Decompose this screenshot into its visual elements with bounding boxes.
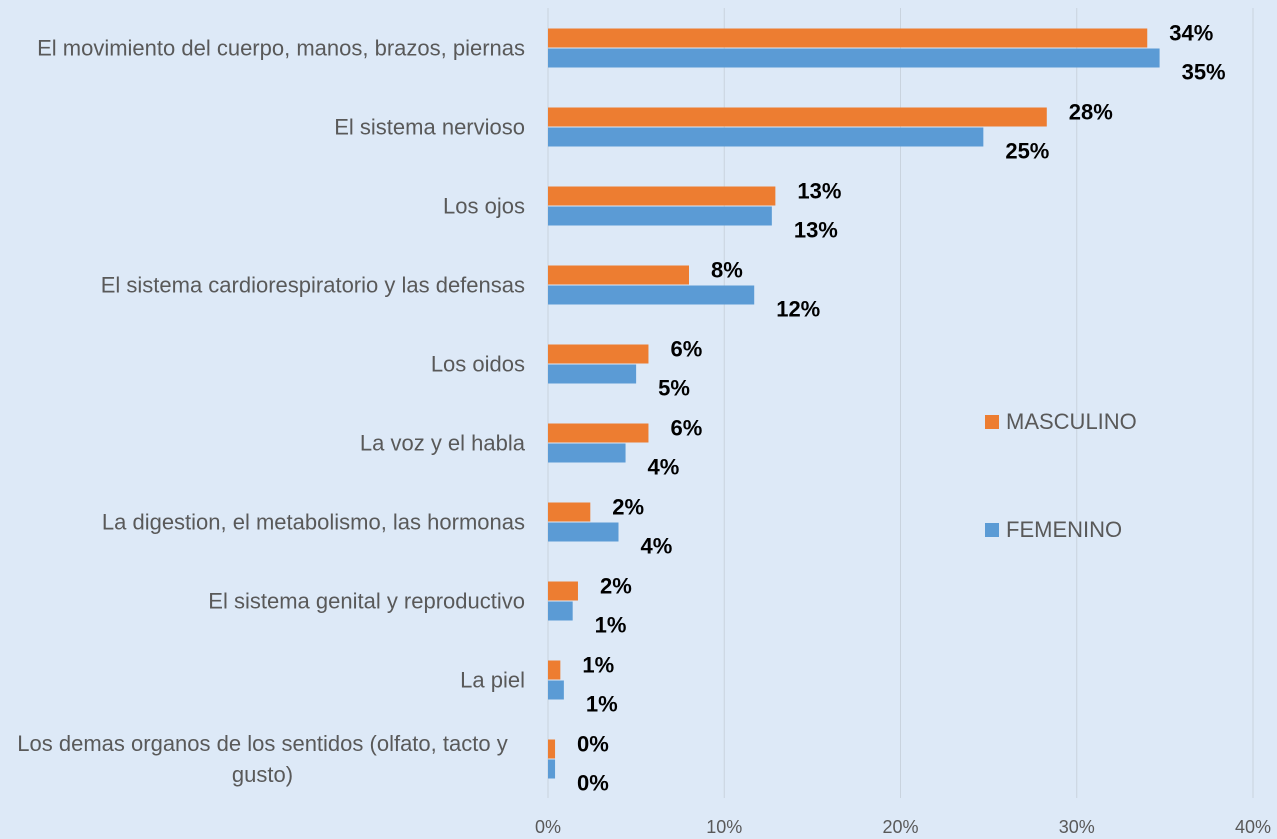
data-label: 4%: [648, 454, 680, 479]
category-label-box: La voz y el habla: [360, 427, 525, 458]
bar: [548, 48, 1160, 68]
category-label-box: El sistema cardiorespiratorio y las defe…: [101, 269, 525, 300]
bar: [548, 581, 578, 601]
bar: [548, 265, 689, 285]
data-label: 34%: [1169, 20, 1213, 45]
category-label-box: Los demas organos de los sentidos (olfat…: [0, 728, 525, 790]
data-label: 12%: [776, 296, 820, 321]
data-label: 1%: [595, 612, 627, 637]
bar: [548, 601, 573, 621]
category-label-box: Los oidos: [431, 348, 525, 379]
legend-label: FEMENINO: [1006, 517, 1122, 542]
data-label: 5%: [658, 375, 690, 400]
bar: [548, 522, 619, 542]
x-tick-label: 30%: [1059, 817, 1095, 837]
data-label: 2%: [612, 494, 644, 519]
category-label-box: El sistema genital y reproductivo: [208, 585, 525, 616]
y-tick-label: Los demas organos de los sentidos (olfat…: [17, 730, 508, 787]
y-tick-label: El sistema genital y reproductivo: [208, 588, 525, 613]
bar: [548, 285, 755, 305]
data-label: 2%: [600, 573, 632, 598]
bar: [548, 344, 649, 364]
x-tick-label: 0%: [535, 817, 561, 837]
bar: [548, 107, 1047, 127]
data-label: 4%: [641, 533, 673, 558]
y-tick-label: El movimiento del cuerpo, manos, brazos,…: [37, 35, 525, 60]
category-label-box: El movimiento del cuerpo, manos, brazos,…: [37, 32, 525, 63]
y-tick-label: La digestion, el metabolismo, las hormon…: [101, 509, 525, 534]
data-label: 8%: [711, 257, 743, 282]
data-label: 25%: [1005, 138, 1049, 163]
data-label: 0%: [577, 770, 609, 795]
category-label-box: La piel: [460, 664, 525, 695]
category-label-box: El sistema nervioso: [334, 111, 525, 142]
bar: [548, 364, 637, 384]
data-label: 28%: [1069, 99, 1113, 124]
y-tick-label: El sistema nervioso: [334, 114, 525, 139]
bar: [548, 206, 772, 226]
x-tick-label: 10%: [706, 817, 742, 837]
data-label: 0%: [577, 731, 609, 756]
bar: [548, 502, 591, 522]
bar: [548, 127, 984, 147]
bar: [548, 739, 556, 759]
bar: [548, 28, 1148, 48]
bar: [548, 423, 649, 443]
data-label: 13%: [797, 178, 841, 203]
bar: [548, 680, 564, 700]
data-label: 13%: [794, 217, 838, 242]
y-tick-label: La voz y el habla: [359, 430, 525, 455]
bar: [548, 186, 776, 206]
x-tick-label: 20%: [882, 817, 918, 837]
data-label: 1%: [582, 652, 614, 677]
category-label-box: La digestion, el metabolismo, las hormon…: [102, 506, 525, 537]
y-tick-label: El sistema cardiorespiratorio y las defe…: [100, 272, 525, 297]
data-label: 35%: [1182, 59, 1226, 84]
data-label: 6%: [670, 336, 702, 361]
y-tick-label: Los ojos: [443, 193, 525, 218]
category-label-box: Los ojos: [443, 190, 525, 221]
bar: [548, 759, 556, 779]
y-tick-label: La piel: [460, 667, 525, 692]
y-tick-label: Los oidos: [430, 351, 525, 376]
legend-swatch: [985, 415, 999, 429]
bar: [548, 443, 626, 463]
bar: [548, 660, 561, 680]
data-label: 6%: [670, 415, 702, 440]
x-tick-label: 40%: [1235, 817, 1271, 837]
legend-swatch: [985, 523, 999, 537]
legend-label: MASCULINO: [1006, 409, 1137, 434]
data-label: 1%: [586, 691, 618, 716]
